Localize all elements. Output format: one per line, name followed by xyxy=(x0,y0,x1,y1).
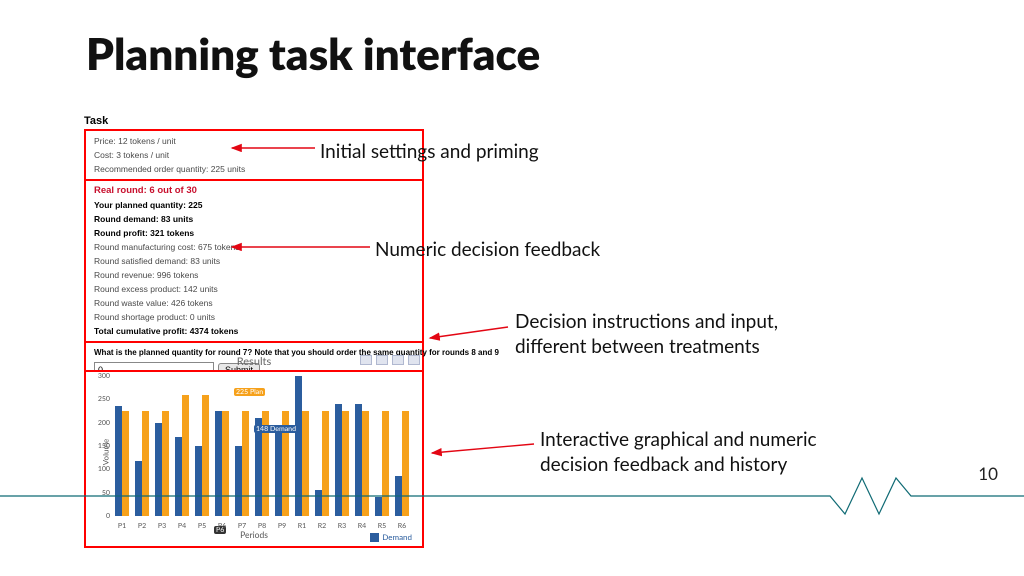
footer-decoration xyxy=(0,476,1024,516)
